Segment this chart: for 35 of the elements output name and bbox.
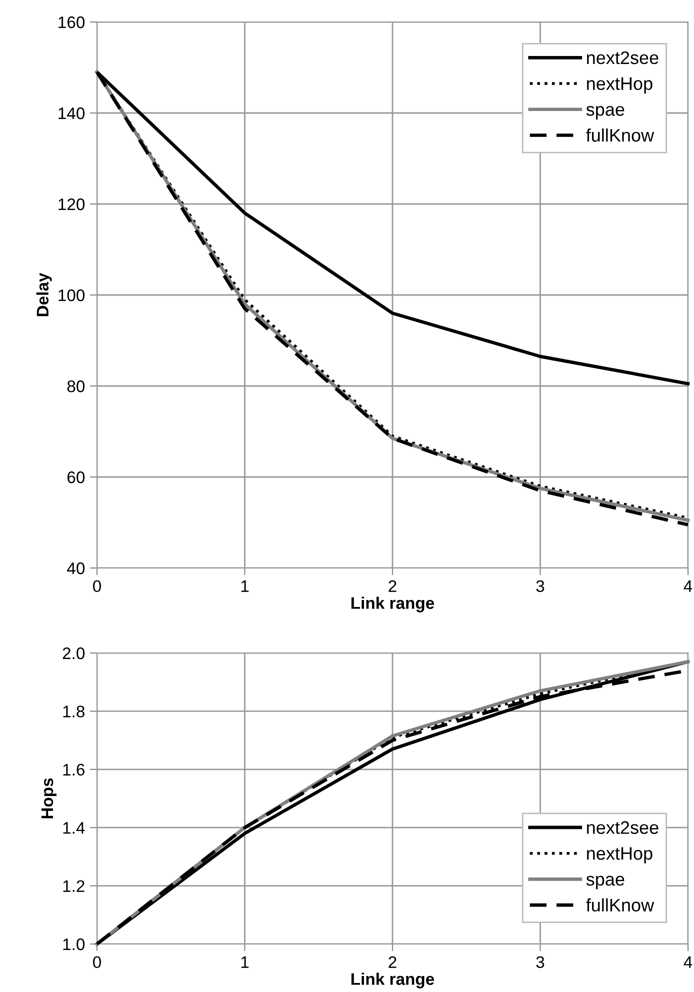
y-tick-label: 40 (67, 562, 85, 574)
y-tick-label: 120 (58, 198, 85, 210)
x-tick-label: 0 (93, 580, 101, 592)
x-axis-title: Link range (351, 972, 434, 988)
x-tick-label: 2 (388, 956, 396, 968)
y-tick-label: 1.2 (63, 880, 84, 892)
x-axis-title: Link range (351, 596, 434, 612)
legend-label: fullKnow (586, 898, 654, 912)
x-tick-label: 2 (388, 580, 396, 592)
x-tick-label: 1 (241, 580, 249, 592)
y-tick-label: 1.4 (63, 822, 85, 834)
y-axis-title: Hops (42, 778, 56, 818)
x-tick-label: 4 (684, 956, 692, 968)
x-tick-label: 4 (684, 580, 692, 592)
legend-label: spae (586, 876, 624, 890)
x-tick-label: 1 (241, 956, 249, 968)
legend-label: spae (586, 106, 624, 120)
legend-label: next2see (587, 821, 658, 834)
legend-label: fullKnow (586, 128, 654, 142)
y-tick-label: 140 (58, 107, 85, 120)
legend-label: next2see (587, 51, 658, 64)
y-tick-label: 1.6 (63, 764, 84, 776)
legend-label: nextHop (587, 847, 652, 864)
y-tick-label: 100 (58, 289, 85, 302)
legend-label: nextHop (587, 77, 652, 94)
y-tick-label: 60 (68, 471, 85, 484)
x-tick-label: 3 (536, 580, 544, 592)
y-axis-title: Delay (36, 272, 52, 316)
y-tick-label: 80 (67, 380, 85, 392)
y-tick-label: 1.0 (63, 938, 85, 950)
y-tick-label: 2.0 (62, 647, 85, 660)
x-tick-label: 3 (536, 956, 544, 968)
y-tick-label: 1.8 (63, 706, 84, 718)
x-tick-label: 0 (93, 956, 101, 968)
y-tick-label: 160 (58, 16, 85, 28)
